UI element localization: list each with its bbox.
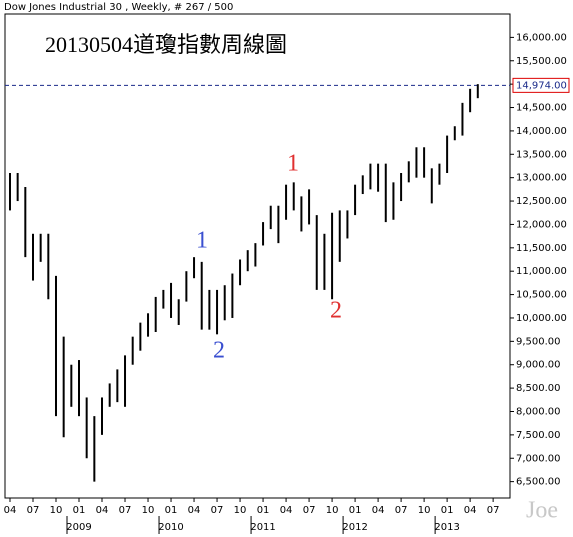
- y-tick-label: 13,000.00: [516, 173, 567, 184]
- wave-label: 2: [213, 338, 225, 364]
- x-tick-label: 04: [96, 505, 109, 516]
- y-tick-label: 10,500.00: [516, 290, 567, 301]
- y-tick-label: 7,000.00: [516, 453, 561, 464]
- y-tick-label: 12,000.00: [516, 219, 567, 230]
- y-tick-label: 11,000.00: [516, 266, 567, 277]
- wave-label: 1: [287, 151, 299, 177]
- x-tick-label: 07: [211, 505, 224, 516]
- y-tick-label: 14,500.00: [516, 103, 567, 114]
- x-tick-label: 07: [119, 505, 132, 516]
- x-tick-label: 01: [165, 505, 178, 516]
- x-tick-label: 10: [326, 505, 339, 516]
- y-tick-label: 6,500.00: [516, 477, 561, 488]
- x-tick-label: 07: [395, 505, 408, 516]
- y-tick-label: 8,500.00: [516, 383, 561, 394]
- wave-label: 2: [330, 298, 342, 324]
- y-tick-label: 9,500.00: [516, 336, 561, 347]
- x-tick-label: 04: [372, 505, 385, 516]
- x-tick-label: 01: [73, 505, 86, 516]
- y-tick-label: 11,500.00: [516, 243, 567, 254]
- y-tick-label: 13,500.00: [516, 149, 567, 160]
- x-tick-label: 01: [349, 505, 362, 516]
- year-label: 2011: [250, 522, 275, 533]
- x-tick-label: 10: [50, 505, 63, 516]
- x-tick-label: 04: [280, 505, 293, 516]
- watermark: Joe: [526, 498, 558, 524]
- x-tick-label: 01: [441, 505, 454, 516]
- chart-header: Dow Jones Industrial 30 , Weekly, # 267 …: [4, 2, 233, 13]
- x-tick-label: 07: [27, 505, 40, 516]
- x-tick-label: 07: [303, 505, 316, 516]
- y-tick-label: 8,000.00: [516, 406, 561, 417]
- x-tick-label: 10: [142, 505, 155, 516]
- y-tick-label: 14,000.00: [516, 126, 567, 137]
- y-tick-label: 7,500.00: [516, 430, 561, 441]
- x-tick-label: 10: [234, 505, 247, 516]
- last-price-label: 14,974.00: [516, 80, 567, 91]
- wave-label: 1: [196, 228, 208, 254]
- chart-title: 20130504道瓊指數周線圖: [45, 32, 287, 57]
- plot-frame: [4, 13, 511, 499]
- year-label: 2012: [342, 522, 367, 533]
- x-tick-label: 04: [4, 505, 17, 516]
- y-tick-label: 10,000.00: [516, 313, 567, 324]
- x-tick-label: 10: [418, 505, 431, 516]
- y-tick-label: 16,000.00: [516, 32, 567, 43]
- y-tick-label: 15,500.00: [516, 56, 567, 67]
- x-tick-label: 01: [257, 505, 270, 516]
- last-price-box: [512, 77, 570, 93]
- year-label: 2013: [434, 522, 459, 533]
- y-tick-label: 9,000.00: [516, 360, 561, 371]
- y-tick-label: 12,500.00: [516, 196, 567, 207]
- year-label: 2010: [158, 522, 183, 533]
- x-tick-label: 04: [188, 505, 201, 516]
- x-tick-label: 07: [487, 505, 500, 516]
- x-tick-label: 04: [464, 505, 477, 516]
- year-label: 2009: [66, 522, 91, 533]
